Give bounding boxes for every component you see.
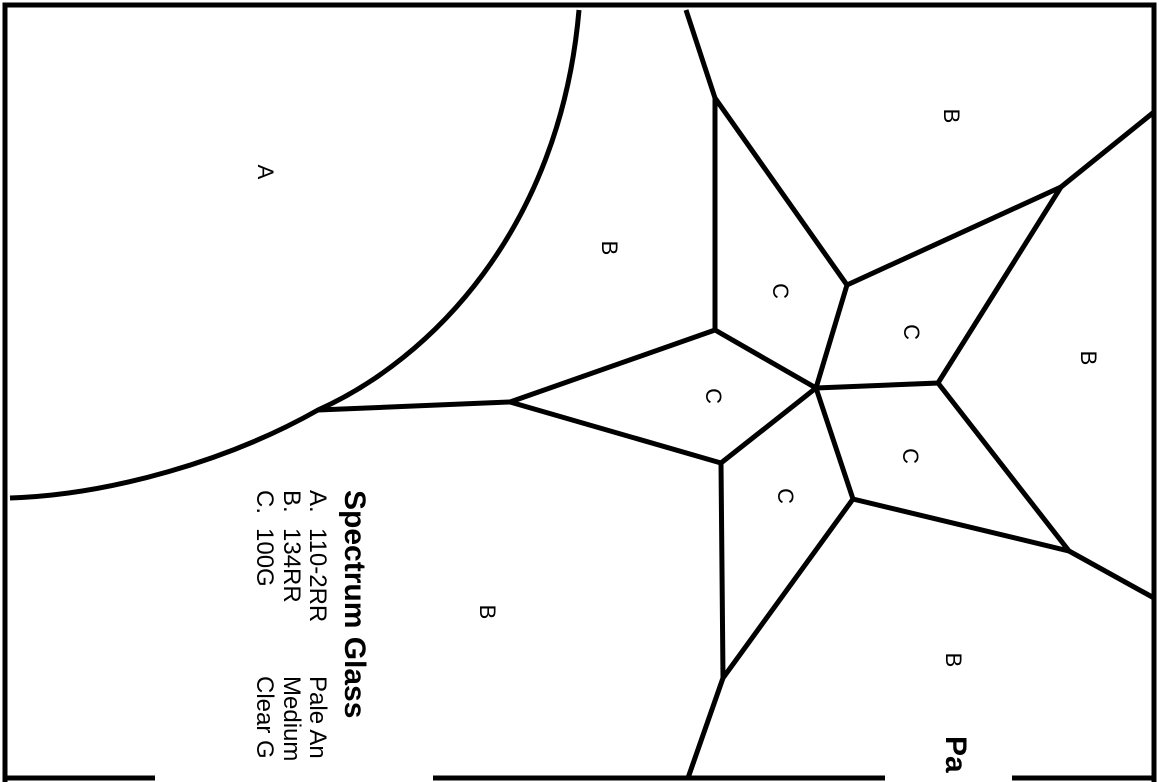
region-label-c: C [899,324,924,340]
lead-line [1059,110,1156,189]
legend-description: Pale An [304,676,331,759]
lead-line [712,90,850,389]
region-a-curve [9,9,582,501]
legend-code: 100G [251,528,278,587]
region-label-c: C [768,283,793,299]
region-label-a: A [253,165,278,180]
region-label-c: C [701,388,726,404]
lead-line [683,9,718,99]
region-label-b: B [941,653,966,668]
legend-code: 134RR [278,528,305,603]
lead-line [317,399,511,413]
legend-code: 110-2RR [304,528,331,622]
lead-line [501,327,821,466]
region-label-c: C [898,448,923,464]
legend-key: C. [251,490,278,514]
legend: Spectrum Glass A. 110-2RR Pale An B. 134… [251,490,371,761]
region-label-b: B [475,605,500,620]
lead-line [1067,548,1156,601]
legend-key: B. [278,490,305,513]
lead-line [685,677,726,779]
region-label-b: B [939,109,964,124]
corner-title: Pa [939,736,972,773]
lead-line [813,381,1076,556]
region-label-b: B [1076,351,1101,366]
region-label-b: B [597,241,622,256]
lead-line [815,181,1068,391]
legend-description: Medium [278,676,305,761]
legend-title: Spectrum Glass [338,490,371,718]
legend-key: A. [304,490,331,513]
legend-description: Clear G [251,676,278,759]
region-label-c: C [773,488,798,504]
